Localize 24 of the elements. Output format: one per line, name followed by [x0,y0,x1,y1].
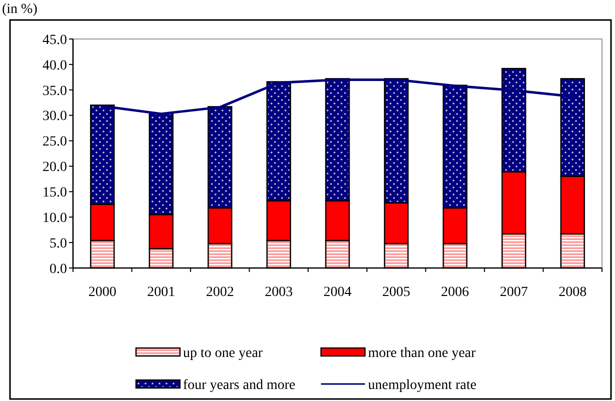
x-tick-label: 2003 [264,285,293,300]
y-tick-label: 40.0 [42,58,67,74]
legend-label: up to one year [183,346,264,361]
y-tick-label: 5.0 [50,236,67,252]
x-tick-label: 2002 [206,285,234,300]
y-axis-title: (in %) [2,2,38,17]
y-tick-label: 15.0 [42,186,67,201]
y-tick-label: 20.0 [42,160,67,176]
x-tick-label: 2001 [147,285,176,300]
y-tick-label: 10.0 [42,211,67,226]
y-tick-label: 45.0 [42,32,67,48]
legend-label: more than one year [368,346,476,361]
y-tick-label: 30.0 [42,109,67,124]
y-tick-label: 0.0 [50,262,67,277]
legend-label: four years and more [183,378,296,393]
x-tick-label: 2006 [441,285,470,300]
y-tick-label: 35.0 [42,84,67,99]
x-tick-label: 2004 [324,285,352,300]
x-tick-label: 2005 [382,285,410,300]
x-tick-label: 2008 [558,285,587,300]
y-tick-label: 25.0 [42,134,67,150]
x-tick-label: 2000 [88,285,116,300]
legend-label: unemployment rate [368,378,476,393]
x-tick-label: 2007 [500,285,528,300]
